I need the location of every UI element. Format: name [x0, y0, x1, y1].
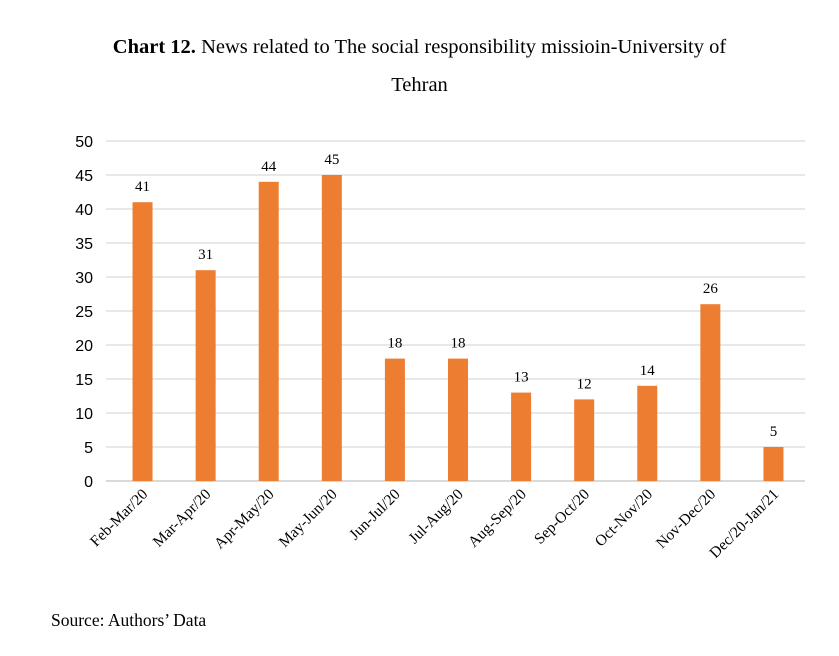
data-label: 31	[198, 247, 213, 263]
data-label: 45	[324, 152, 339, 168]
bar	[258, 181, 279, 482]
bar	[195, 270, 216, 481]
data-label: 41	[135, 179, 150, 195]
x-tick-label: Jul-Aug/20	[405, 486, 467, 548]
bar	[574, 399, 595, 481]
y-tick-label: 15	[75, 372, 93, 389]
x-tick-label: Feb-Mar/20	[87, 486, 152, 551]
chart-title-prefix: Chart 12.	[112, 36, 196, 58]
bar	[384, 358, 405, 481]
y-axis-ticks: 0 5 10 15 20 25 30 35 40 45 50	[75, 134, 93, 491]
y-tick-label: 40	[75, 202, 93, 219]
y-tick-label: 35	[75, 236, 93, 253]
data-label: 18	[451, 336, 466, 352]
data-label: 13	[514, 370, 529, 386]
data-labels: 41 31 44 45 18 18 13 12 14 26 5	[135, 152, 777, 440]
y-tick-label: 0	[84, 474, 93, 491]
data-label: 5	[770, 424, 778, 440]
bars	[132, 175, 784, 482]
y-tick-label: 20	[75, 338, 93, 355]
y-tick-label: 45	[75, 168, 93, 185]
data-label: 26	[703, 281, 719, 297]
y-tick-label: 5	[84, 440, 93, 457]
x-tick-label: Sep-Oct/20	[531, 486, 593, 548]
y-tick-label: 50	[75, 134, 93, 151]
chart-title-line-2: Tehran	[391, 74, 448, 96]
x-tick-label: May-Jun/20	[276, 486, 341, 551]
source-note: Source: Authors’ Data	[51, 610, 207, 630]
data-label: 18	[387, 336, 402, 352]
bar	[763, 447, 784, 481]
x-axis-ticks: Feb-Mar/20Mar-Apr/20Apr-May/20May-Jun/20…	[87, 486, 782, 562]
x-tick-label: Jun-Jul/20	[346, 486, 404, 544]
data-label: 12	[577, 376, 592, 392]
y-tick-label: 10	[75, 406, 93, 423]
bar	[321, 175, 342, 481]
chart-title-text: News related to The social responsibilit…	[201, 36, 727, 58]
chart-title-line-1: Chart 12. News related to The social res…	[0, 36, 839, 59]
bar	[448, 358, 468, 481]
bar	[132, 202, 153, 481]
bar	[511, 392, 532, 481]
x-tick-label: Nov-Dec/20	[653, 486, 719, 552]
x-tick-label: Mar-Apr/20	[150, 486, 215, 551]
bar	[637, 385, 658, 481]
y-tick-label: 30	[75, 270, 93, 287]
x-tick-label: Apr-May/20	[211, 486, 278, 553]
bar	[700, 304, 721, 481]
data-label: 44	[261, 159, 277, 175]
x-tick-label: Oct-Nov/20	[592, 486, 657, 551]
data-label: 14	[640, 363, 656, 379]
x-tick-label: Aug-Sep/20	[465, 486, 530, 551]
y-tick-label: 25	[75, 304, 93, 321]
